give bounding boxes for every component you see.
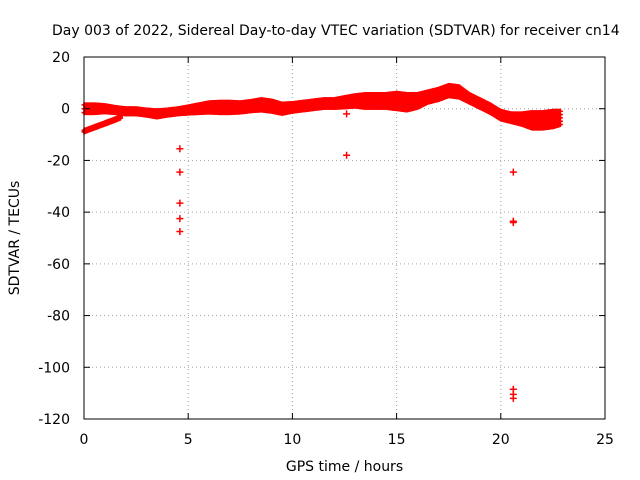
- x-tick-label: 5: [184, 432, 193, 448]
- y-tick-label: -80: [47, 309, 70, 325]
- outlier-point: [509, 394, 517, 402]
- x-tick-label: 20: [492, 432, 510, 448]
- y-tick-label: -100: [38, 360, 70, 376]
- band-point: [557, 108, 563, 114]
- y-tick-label: 20: [52, 50, 70, 66]
- data-points: [81, 82, 563, 402]
- plot-frame: [83, 56, 606, 420]
- outlier-point: [343, 110, 351, 118]
- x-tick-label: 0: [80, 432, 89, 448]
- outlier-point: [509, 168, 517, 176]
- y-tick-label: -60: [47, 257, 70, 273]
- trace-point: [117, 114, 123, 120]
- outlier-point: [509, 218, 517, 226]
- y-tick-label: -40: [47, 205, 70, 221]
- outlier-point: [176, 145, 184, 153]
- outlier-point: [176, 168, 184, 176]
- y-tick-label: -120: [38, 412, 70, 428]
- outlier-point: [176, 215, 184, 223]
- axis-ticks: 0 5 10 15 20 25 -120 -100 -80 -60 -40 -20 0 20: [38, 50, 614, 448]
- outlier-point: [343, 151, 351, 159]
- outlier-point: [176, 199, 184, 207]
- y-axis-title: SDTVAR / TECUs: [7, 181, 23, 296]
- x-axis-title: GPS time / hours: [286, 459, 403, 475]
- x-tick-label: 10: [283, 432, 301, 448]
- outlier-point: [509, 116, 517, 124]
- outlier-point: [176, 228, 184, 236]
- x-tick-label: 25: [596, 432, 614, 448]
- y-tick-label: 0: [61, 102, 70, 118]
- y-tick-label: -20: [47, 153, 70, 169]
- chart-title: Day 003 of 2022, Sidereal Day-to-day VTE…: [52, 23, 620, 39]
- x-tick-label: 15: [388, 432, 406, 448]
